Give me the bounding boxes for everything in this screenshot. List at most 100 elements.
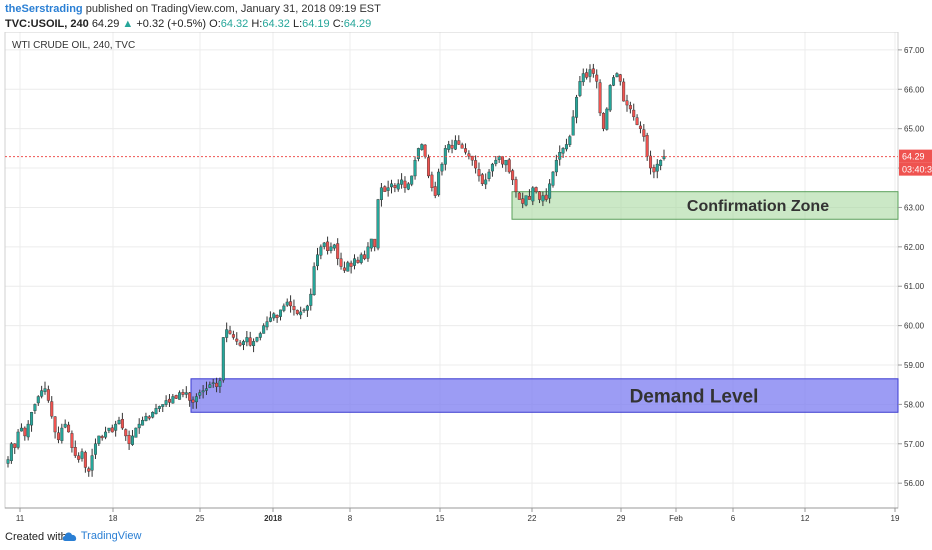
candle-body — [480, 174, 484, 185]
candle-body — [635, 117, 639, 125]
candle-body — [97, 435, 101, 444]
y-tick-label: 63.00 — [904, 203, 925, 212]
candle-body — [403, 180, 407, 188]
candle-body — [124, 429, 128, 437]
candle-body — [157, 406, 161, 409]
candle-body — [9, 443, 13, 461]
candle-body — [477, 169, 481, 177]
candle-body — [373, 238, 377, 248]
zone-rect[interactable] — [511, 191, 899, 220]
plot-frame — [4, 31, 899, 509]
candle-body — [80, 451, 84, 459]
brand-name: TradingView — [80, 530, 142, 542]
candle-body — [26, 423, 30, 438]
author-link[interactable]: theSerstrading — [5, 3, 83, 15]
candle-body — [588, 69, 592, 77]
candle-body — [285, 301, 289, 306]
candle-body — [33, 404, 37, 411]
candle-body — [615, 73, 619, 78]
up-arrow-icon: ▲ — [122, 18, 134, 30]
candle-body — [591, 68, 595, 74]
candle-body — [245, 337, 249, 343]
zone-label: Demand Level — [630, 386, 759, 407]
price-tags: 64.29 03:40:3 — [899, 149, 932, 176]
x-tick-label: 6 — [731, 514, 736, 523]
candle-body — [208, 384, 212, 388]
candle-body — [474, 160, 478, 169]
candle-body — [457, 140, 461, 145]
candle-body — [467, 153, 471, 157]
candle-body — [390, 183, 394, 188]
tradingview-logo[interactable]: TradingView — [62, 530, 141, 542]
low-value: 64.19 — [302, 18, 330, 30]
candle-body — [484, 179, 488, 185]
candle-body — [67, 424, 71, 433]
candle-body — [595, 74, 599, 82]
candle-body — [575, 96, 579, 118]
chart-area[interactable]: Confirmation Zone Demand Level 67.00 66.00… — [0, 31, 932, 524]
candle-body — [554, 159, 558, 173]
candle-body — [437, 171, 441, 196]
candlestick-chart[interactable]: Confirmation Zone Demand Level 67.00 66.00… — [0, 31, 932, 524]
candle-body — [225, 329, 229, 338]
candle-body — [612, 77, 616, 86]
candle-body — [659, 159, 663, 166]
candle-body — [393, 185, 397, 188]
y-tick-label: 60.00 — [904, 322, 925, 331]
candle-body — [63, 423, 67, 428]
candle-body — [184, 392, 188, 395]
candle-body — [413, 159, 417, 177]
candle-body — [56, 432, 60, 441]
published-text: published on TradingView.com, January 31… — [85, 3, 381, 15]
low-label: L: — [292, 18, 303, 30]
series-label: WTI CRUDE OIL, 240, TVC — [12, 40, 135, 51]
candle-body — [514, 179, 518, 192]
x-tick-label: 12 — [801, 514, 810, 523]
candle-body — [90, 455, 94, 471]
candle-body — [93, 443, 97, 455]
candle-body — [326, 241, 330, 251]
candle-body — [427, 157, 431, 177]
candle-body — [248, 337, 252, 346]
y-tick-label: 59.00 — [904, 361, 925, 370]
candle-body — [383, 186, 387, 192]
candle-body — [130, 435, 134, 445]
zone-label: Confirmation Zone — [687, 198, 829, 215]
candle-body — [568, 136, 572, 145]
candle-body — [309, 293, 313, 306]
candle-body — [450, 145, 454, 149]
grid-lines — [5, 32, 898, 508]
candle-body — [77, 455, 81, 460]
candle-body — [319, 246, 323, 256]
candle-body — [114, 423, 118, 431]
candle-body — [359, 254, 363, 263]
candle-body — [544, 194, 548, 200]
candle-body — [127, 435, 131, 444]
candle-body — [353, 258, 357, 266]
candle-body — [302, 309, 306, 312]
y-tick-label: 66.00 — [904, 85, 925, 94]
candle-body — [315, 254, 319, 267]
candle-body — [400, 179, 404, 185]
candle-body — [430, 174, 434, 188]
price-axis[interactable]: 67.0066.0065.0064.0063.0062.0061.0060.00… — [898, 46, 925, 488]
x-tick-label: 18 — [109, 514, 118, 523]
candle-body — [16, 431, 20, 448]
candle-body — [201, 390, 205, 393]
y-tick-label: 57.00 — [904, 440, 925, 449]
x-tick-label: 11 — [16, 514, 25, 523]
candle-body — [275, 315, 279, 318]
candle-body — [517, 192, 521, 200]
candle-body — [312, 266, 316, 296]
candles-layer — [6, 63, 666, 477]
time-axis[interactable]: 11 18 25 2018 8 15 22 29 Feb 6 12 19 — [5, 507, 900, 523]
candle-body — [342, 267, 346, 271]
candle-body — [601, 113, 605, 129]
candle-body — [191, 399, 195, 403]
zone-rect[interactable] — [190, 378, 899, 413]
candle-body — [147, 416, 151, 419]
candle-body — [181, 392, 185, 395]
candle-body — [204, 388, 208, 391]
price-tag-bg — [899, 149, 932, 163]
symbol-label[interactable]: TVC:USOIL, 240 — [5, 18, 89, 30]
